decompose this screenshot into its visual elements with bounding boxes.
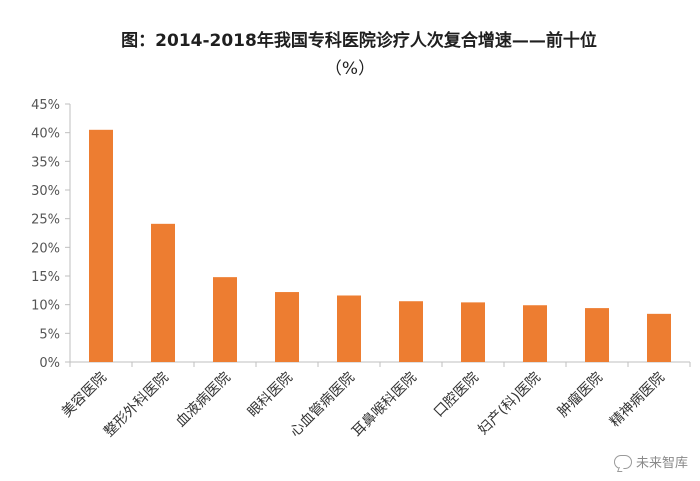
x-tick-label: 耳鼻喉科医院 (348, 369, 419, 440)
bar (523, 305, 547, 362)
x-tick-label: 精神病医院 (607, 370, 668, 431)
bar (585, 308, 609, 362)
y-tick-label: 25% (31, 213, 60, 228)
bar (213, 277, 237, 362)
chart-title-block: 图：2014-2018年我国专科医院诊疗人次复合增速——前十位 （%） (0, 28, 700, 82)
chart-subtitle: （%） (324, 59, 376, 79)
x-tick-label: 眼科医院 (245, 370, 296, 421)
bar (337, 295, 361, 362)
bar (89, 129, 113, 362)
y-tick-label: 40% (31, 127, 60, 142)
y-tick-label: 15% (31, 270, 60, 285)
x-tick-label: 整形外科医院 (101, 370, 172, 441)
x-tick-label: 口腔医院 (431, 370, 482, 421)
y-tick-label: 30% (31, 184, 60, 199)
y-tick-label: 20% (31, 241, 60, 256)
bar (461, 302, 485, 362)
y-tick-label: 0% (39, 356, 60, 371)
bar (647, 313, 671, 362)
x-tick-label: 肿瘤医院 (554, 369, 606, 421)
wechat-icon (613, 454, 632, 469)
y-tick-label: 5% (39, 327, 60, 342)
y-tick-label: 10% (31, 299, 60, 314)
bar (151, 223, 175, 362)
chart-title: 图：2014-2018年我国专科医院诊疗人次复合增速——前十位 (121, 31, 597, 51)
x-tick-label: 血液病医院 (173, 370, 234, 431)
bar (275, 292, 299, 362)
watermark: 未来智库 (613, 452, 688, 471)
y-tick-label: 35% (31, 155, 60, 170)
x-tick-label: 心血管病医院 (287, 370, 358, 441)
x-tick-label: 妇产(科)医院 (475, 369, 544, 438)
watermark-text: 未来智库 (635, 456, 688, 471)
y-tick-label: 45% (31, 98, 60, 113)
x-tick-label: 美容医院 (58, 369, 110, 421)
bar (399, 301, 423, 362)
